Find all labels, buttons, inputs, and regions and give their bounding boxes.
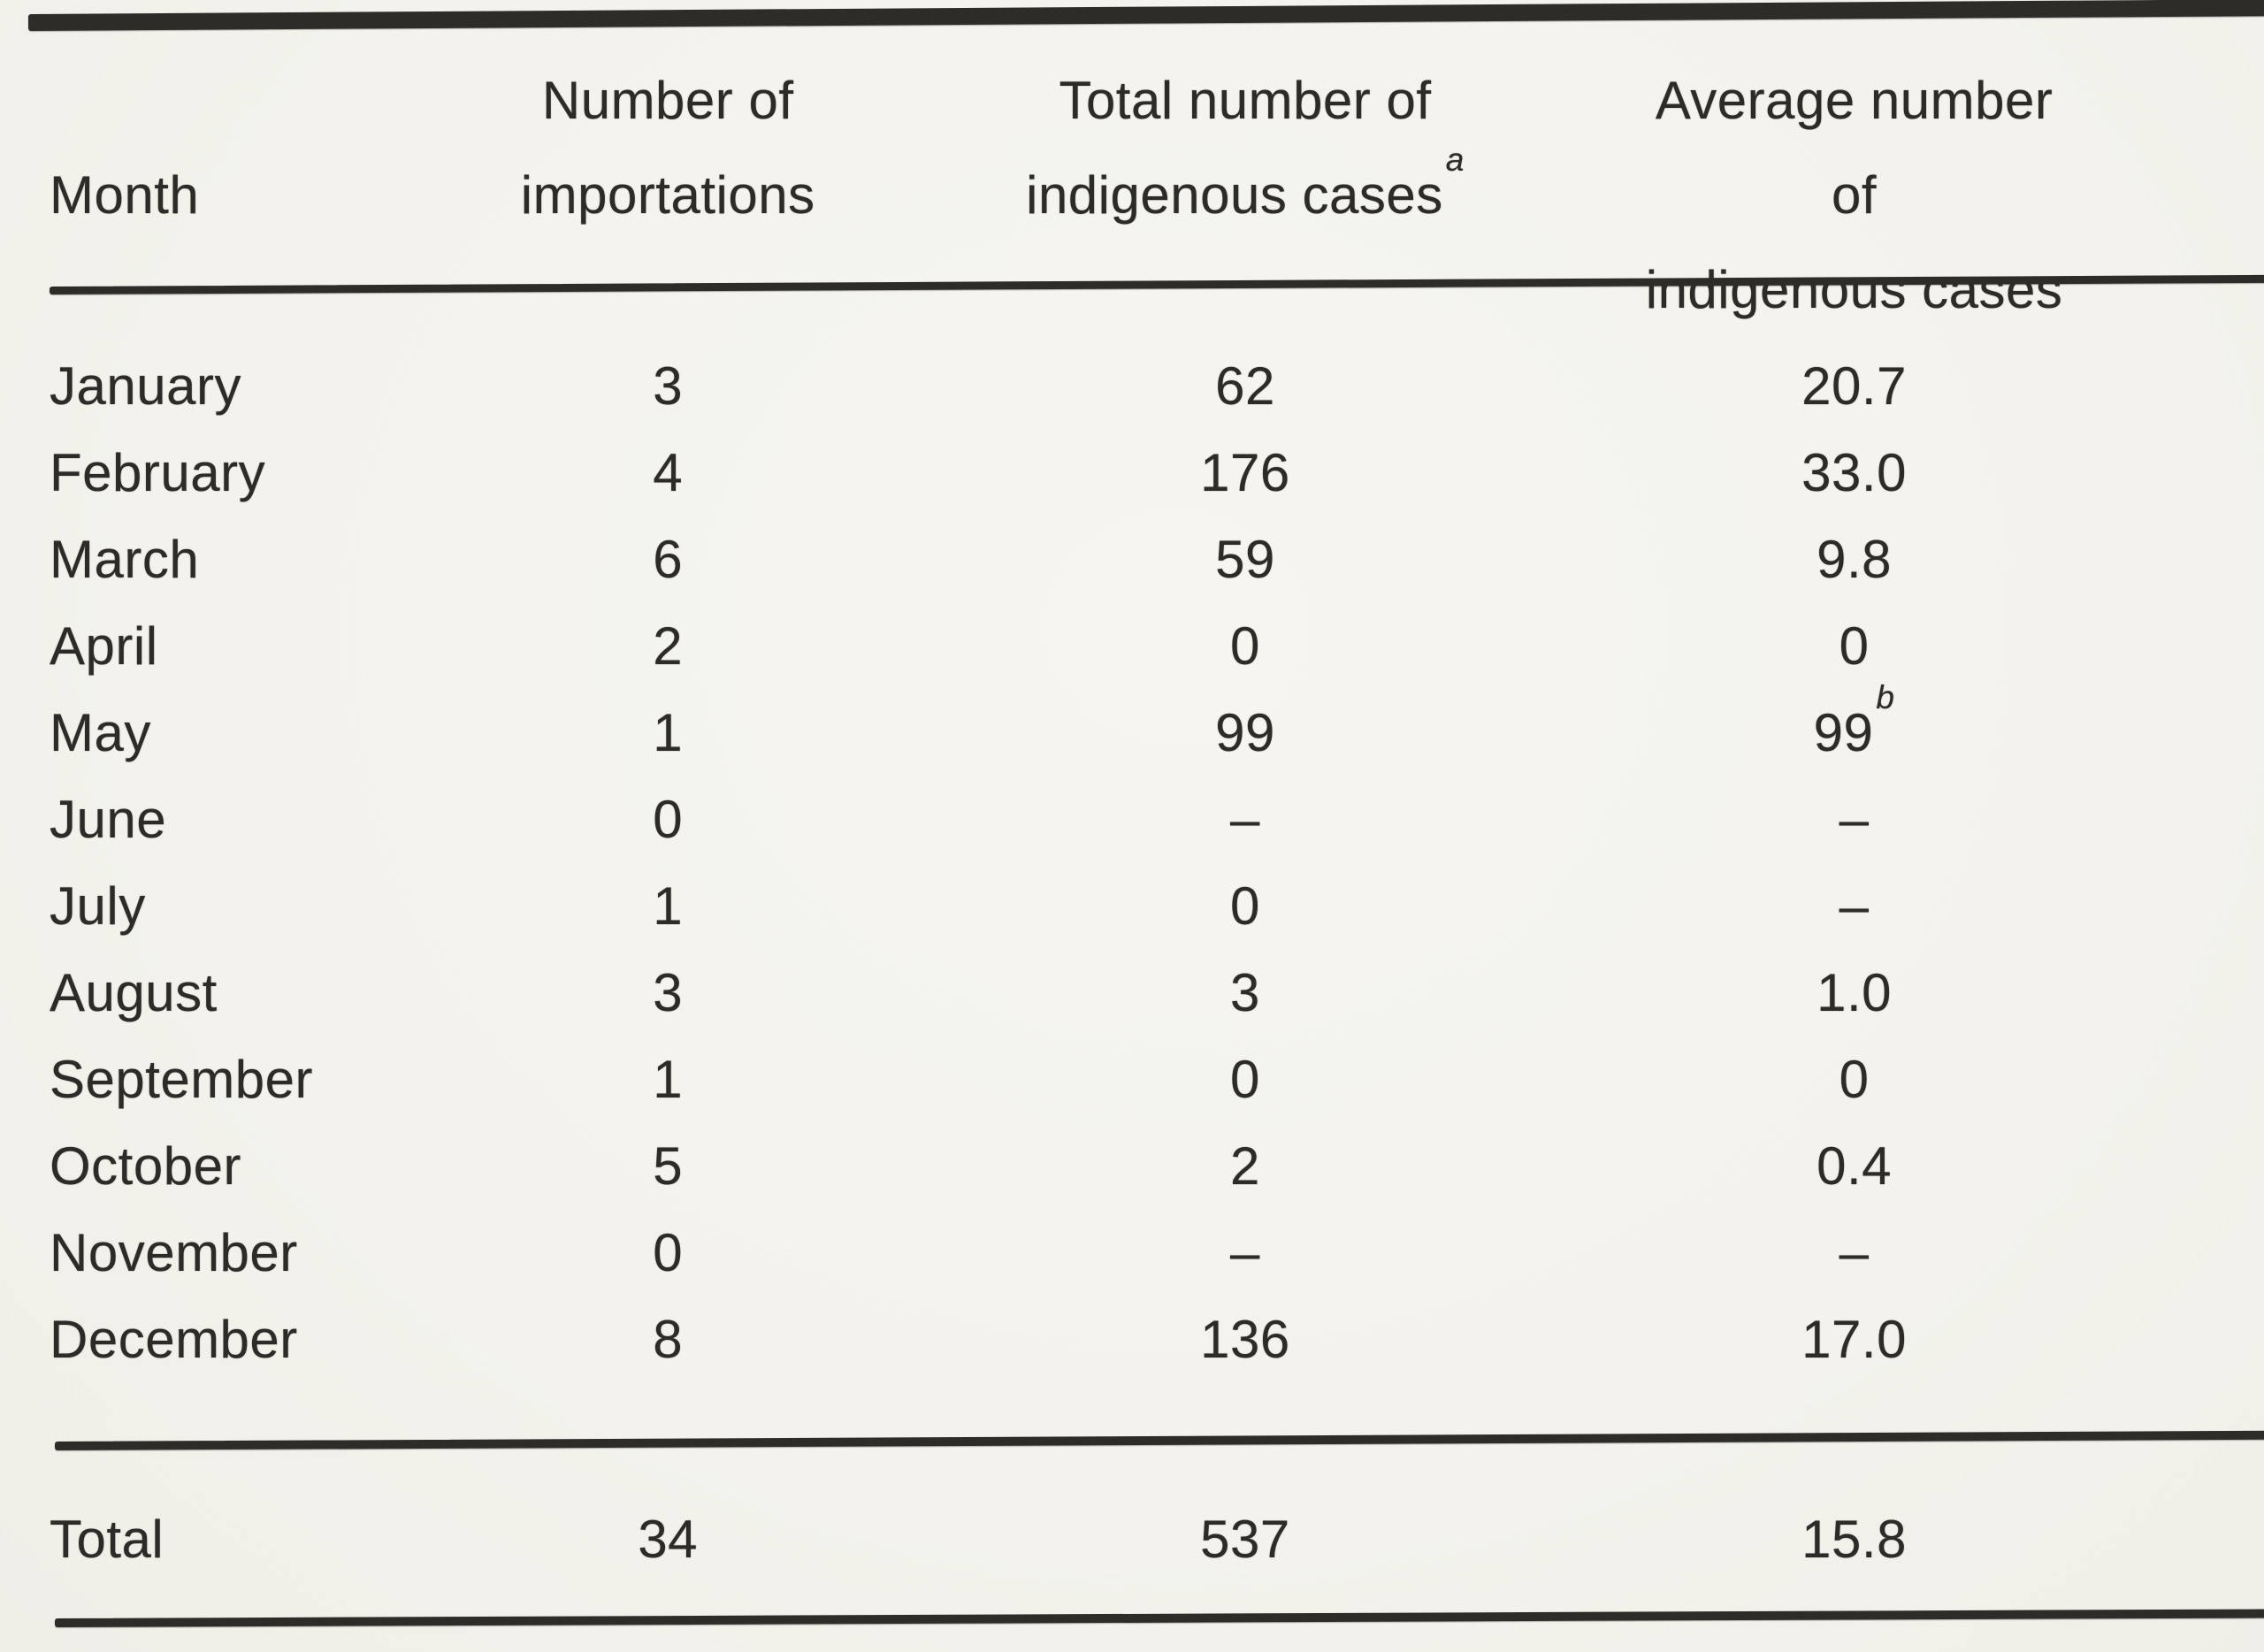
cell-importations: 1 (653, 703, 684, 762)
header-line: Average number of (1655, 71, 2054, 225)
table-top-rule (27, 0, 2264, 31)
cell-total-cases: 59 (1215, 530, 1275, 589)
column-header-total-indigenous-cases: Total number of indigenous casesa (860, 53, 1630, 337)
cell-average-cases: 33.0 (1801, 443, 1907, 502)
cell-total-cases: 2 (1230, 1136, 1260, 1196)
cell-average-cases: 99b (1813, 679, 1895, 762)
table-header-row: Month Number of importations Total number… (0, 53, 2264, 337)
cell-average-cases: 9.8 (1817, 530, 1893, 589)
table-row: March 6 59 9.8 (0, 516, 2264, 603)
cell-average-cases: 0 (1839, 1050, 1870, 1109)
header-line: importations (520, 165, 815, 225)
cell-total-cases: 0 (1230, 1050, 1260, 1109)
table-row: February 4 176 33.0 (0, 430, 2264, 516)
cell-total-cases: 136 (1200, 1310, 1290, 1369)
table-row: May 1 99 99b (0, 679, 2264, 776)
cell-importations: 1 (653, 1050, 684, 1109)
footnote-marker-b: b (1876, 679, 1895, 715)
header-line: Number of (541, 71, 794, 130)
cell-average-cases: 17.0 (1801, 1310, 1907, 1369)
cell-total-cases: 62 (1215, 356, 1275, 416)
table-row: December 8 136 17.0 (0, 1296, 2264, 1383)
cell-importations: 1 (653, 876, 684, 936)
cell-average-cases: – (1839, 876, 1870, 936)
cell-month: September (50, 1050, 313, 1109)
cell-total-cases: 99 (1215, 703, 1275, 762)
cell-month: July (50, 876, 146, 936)
cell-importations: 4 (653, 443, 684, 502)
cell-total-cases: – (1230, 790, 1260, 849)
table-total-row-wrap: Total 34 537 15.8 (0, 1496, 2264, 1583)
cell-month: March (50, 530, 200, 589)
cell-importations: 0 (653, 790, 684, 849)
column-header-average-indigenous-cases: Average number of indigenous cases (1630, 53, 2264, 337)
cell-month: December (50, 1310, 298, 1369)
table-row: November 0 – – (0, 1210, 2264, 1296)
cell-total-cases: 0 (1230, 876, 1260, 936)
cell-importations: 8 (653, 1310, 684, 1369)
table-row: June 0 – – (0, 776, 2264, 863)
cell-importations: 2 (653, 616, 684, 676)
cell-month: April (50, 616, 158, 676)
cell-average-cases: 1.0 (1817, 963, 1893, 1022)
cell-month: June (50, 790, 167, 849)
cell-average-cases: 0 (1839, 616, 1870, 676)
header-line: indigenous cases (1645, 260, 2063, 319)
cell-importations: 0 (653, 1223, 684, 1282)
cell-total-cases: 3 (1230, 963, 1260, 1022)
cell-total-cases: 537 (1200, 1510, 1290, 1569)
cell-month: January (50, 356, 241, 416)
header-line: indigenous casesa (1026, 141, 1465, 225)
table-bottom-rule (54, 1609, 2264, 1627)
cell-month: August (50, 963, 218, 1022)
table-row: July 1 0 – (0, 863, 2264, 950)
cell-importations: 3 (653, 356, 684, 416)
cell-importations: 5 (653, 1136, 684, 1196)
cell-average-cases: – (1839, 790, 1870, 849)
table-row: August 3 3 1.0 (0, 950, 2264, 1036)
header-line: Month (50, 165, 200, 225)
total-row: Total 34 537 15.8 (0, 1496, 2264, 1583)
cell-month: October (50, 1136, 241, 1196)
cell-total-cases: 0 (1230, 616, 1260, 676)
cell-importations: 34 (638, 1510, 699, 1569)
cell-month: November (50, 1223, 298, 1282)
table-row: October 5 2 0.4 (0, 1123, 2264, 1210)
table-row: April 2 0 0 (0, 603, 2264, 690)
cell-average-cases: – (1839, 1223, 1870, 1282)
cell-total-cases: – (1230, 1223, 1260, 1282)
column-header-importations: Number of importations (476, 53, 860, 337)
table-row: January 3 62 20.7 (0, 343, 2264, 430)
cell-month: February (50, 443, 266, 502)
cell-average-cases: 0.4 (1817, 1136, 1893, 1196)
cell-total-cases: 176 (1200, 443, 1290, 502)
header-line: Total number of (1059, 71, 1432, 130)
cell-month: May (50, 703, 151, 762)
cell-importations: 3 (653, 963, 684, 1022)
table-row: September 1 0 0 (0, 1036, 2264, 1123)
column-header-month: Month (0, 53, 476, 337)
cell-average-cases: 15.8 (1801, 1510, 1907, 1569)
table-body: January 3 62 20.7 February 4 176 33.0 March 6 59 9.… (0, 343, 2264, 1383)
cell-importations: 6 (653, 530, 684, 589)
footnote-marker-a: a (1445, 141, 1465, 178)
cell-month: Total (50, 1510, 164, 1569)
cell-average-cases: 20.7 (1801, 356, 1907, 416)
total-separator-rule (54, 1430, 2264, 1450)
